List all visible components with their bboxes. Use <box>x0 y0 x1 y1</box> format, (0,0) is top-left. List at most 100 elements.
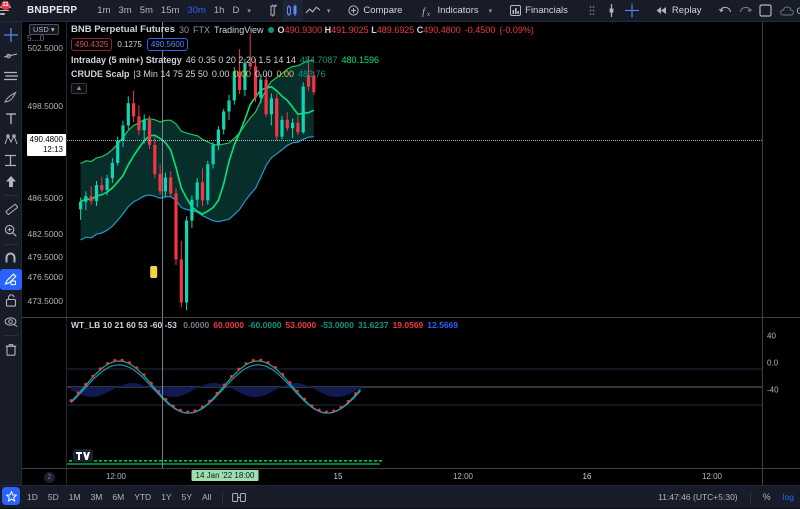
range-button-1m[interactable]: 1M <box>64 486 86 509</box>
drawing-toolbar <box>0 22 22 485</box>
symbol-search-button[interactable]: BNBPERP <box>19 5 85 16</box>
time-tick: 12:00 <box>106 472 126 481</box>
magnet-tool[interactable] <box>0 248 22 269</box>
right-price-scale[interactable] <box>762 22 800 317</box>
zoom-in-tool[interactable] <box>0 220 22 241</box>
price-tick: 479.5000 <box>28 252 63 262</box>
eye-hide-tool[interactable] <box>0 311 22 332</box>
redo-icon[interactable] <box>736 0 756 22</box>
cursor-time-value: 12:13 <box>30 145 63 155</box>
text-t-tool[interactable] <box>0 108 22 129</box>
price-tick: 482.5000 <box>28 229 63 239</box>
time-tick: 12:00 <box>453 472 473 481</box>
time-tick: 16 <box>583 472 592 481</box>
timeframe-1m[interactable]: 1m <box>93 0 114 22</box>
currency-label: USD <box>33 25 49 34</box>
crosshair-marker-icon[interactable] <box>622 0 642 22</box>
brush-tool[interactable] <box>0 87 22 108</box>
price-axis[interactable]: USD ▾ 5.....0 502.5000498.5000494.500048… <box>22 22 67 317</box>
replay-button[interactable]: Replay <box>650 0 708 22</box>
xabcd-pattern-tool[interactable] <box>0 129 22 150</box>
crosshair-tool[interactable] <box>0 24 22 45</box>
drag-handle-icon[interactable] <box>582 0 602 22</box>
alert-line-icon[interactable] <box>602 0 622 22</box>
divider <box>222 491 223 504</box>
chart-column: USD ▾ 5.....0 502.5000498.5000494.500048… <box>22 22 800 485</box>
unlock-tool[interactable] <box>0 290 22 311</box>
measure-tool[interactable] <box>0 150 22 171</box>
crosshair-vertical-line <box>162 22 163 317</box>
log-scale-button[interactable]: log <box>777 492 800 502</box>
cursor-price-label: 490.4800 12:13 <box>27 134 66 156</box>
line-chart-icon[interactable] <box>303 0 323 22</box>
range-button-1d[interactable]: 1D <box>22 486 43 509</box>
chart-plot-area[interactable]: BNB Perpetual Futures 30 FTX TradingView… <box>67 22 762 317</box>
crosshair-horizontal-line <box>67 140 762 141</box>
time-axis-right-spacer <box>762 469 800 485</box>
indicator-value: -60.0000 <box>248 320 282 330</box>
clock-label: 11:47:46 (UTC+5:30) <box>658 492 743 502</box>
indicator-value: -53.0000 <box>320 320 354 330</box>
lines-tool[interactable] <box>0 66 22 87</box>
range-button-3m[interactable]: 3M <box>86 486 108 509</box>
timeframe-3m[interactable]: 3m <box>115 0 136 22</box>
time-tick: 15 <box>334 472 343 481</box>
ruler-tool[interactable] <box>0 199 22 220</box>
star-icon <box>6 491 17 502</box>
price-tick: 502.5000 <box>28 43 63 53</box>
divider <box>750 491 751 504</box>
main-menu-button[interactable]: 11 <box>0 0 11 22</box>
trendline-tool[interactable] <box>0 45 22 66</box>
timeframe-1h[interactable]: 1h <box>210 0 229 22</box>
financials-button[interactable]: Financials <box>504 0 574 22</box>
bar-style-icon[interactable] <box>263 0 283 22</box>
timeframe-15m[interactable]: 15m <box>157 0 183 22</box>
watchlist-symbol-button[interactable]: GBPUSD ▾ <box>776 6 800 16</box>
crosshair-vertical-line-sub <box>162 318 163 468</box>
time-cursor-label: 14 Jan '22 18:00 <box>192 470 259 481</box>
main-chart-pane: USD ▾ 5.....0 502.5000498.5000494.500048… <box>22 22 800 317</box>
cursor-price-value: 490.4800 <box>30 135 63 145</box>
indicators-dropdown-icon[interactable]: ▾ <box>485 7 497 15</box>
financials-label: Financials <box>521 5 568 16</box>
range-button-1y[interactable]: 1Y <box>156 486 176 509</box>
range-button-all[interactable]: All <box>197 486 216 509</box>
divider <box>4 195 18 196</box>
tradingview-logo-icon[interactable] <box>73 449 93 462</box>
time-tick-host: 14 Jan '22 18:00 12:001512:001612:001712… <box>67 469 762 485</box>
chart-type-dropdown-icon[interactable]: ▾ <box>323 7 335 15</box>
range-button-5y[interactable]: 5Y <box>177 486 197 509</box>
timeframe-30m[interactable]: 30m <box>183 0 209 22</box>
top-toolbar: 11 BNBPERP 1m 3m 5m 15m 30m 1h D ▾ ▾ Com… <box>0 0 800 22</box>
timeframe-D[interactable]: D <box>228 0 243 22</box>
favorites-rail-button[interactable] <box>2 487 20 505</box>
indicators-label: Indicators <box>433 5 478 16</box>
candlestick-series <box>67 22 762 317</box>
undo-icon[interactable] <box>716 0 736 22</box>
candles-icon[interactable] <box>283 0 303 22</box>
indicator-value: 60.0000 <box>213 320 244 330</box>
pencil-lock-tool[interactable] <box>0 269 22 290</box>
range-button-ytd[interactable]: YTD <box>129 486 156 509</box>
layout-icon[interactable] <box>756 0 776 22</box>
timeframe-dropdown-icon[interactable]: ▾ <box>243 7 255 15</box>
arrow-up-tool[interactable] <box>0 171 22 192</box>
timeframe-5m[interactable]: 5m <box>136 0 157 22</box>
compare-label: Compare <box>359 5 402 16</box>
compare-button[interactable]: Compare <box>342 0 408 22</box>
replay-label: Replay <box>668 5 702 16</box>
notification-badge: 11 <box>1 1 10 10</box>
range-button-6m[interactable]: 6M <box>107 486 129 509</box>
date-range-icon[interactable] <box>229 486 249 508</box>
trash-tool[interactable] <box>0 339 22 360</box>
time-axis[interactable]: 2 14 Jan '22 18:00 12:001512:001612:0017… <box>22 468 800 485</box>
percent-toggle-button[interactable]: % <box>757 492 777 502</box>
range-button-5d[interactable]: 5D <box>43 486 64 509</box>
